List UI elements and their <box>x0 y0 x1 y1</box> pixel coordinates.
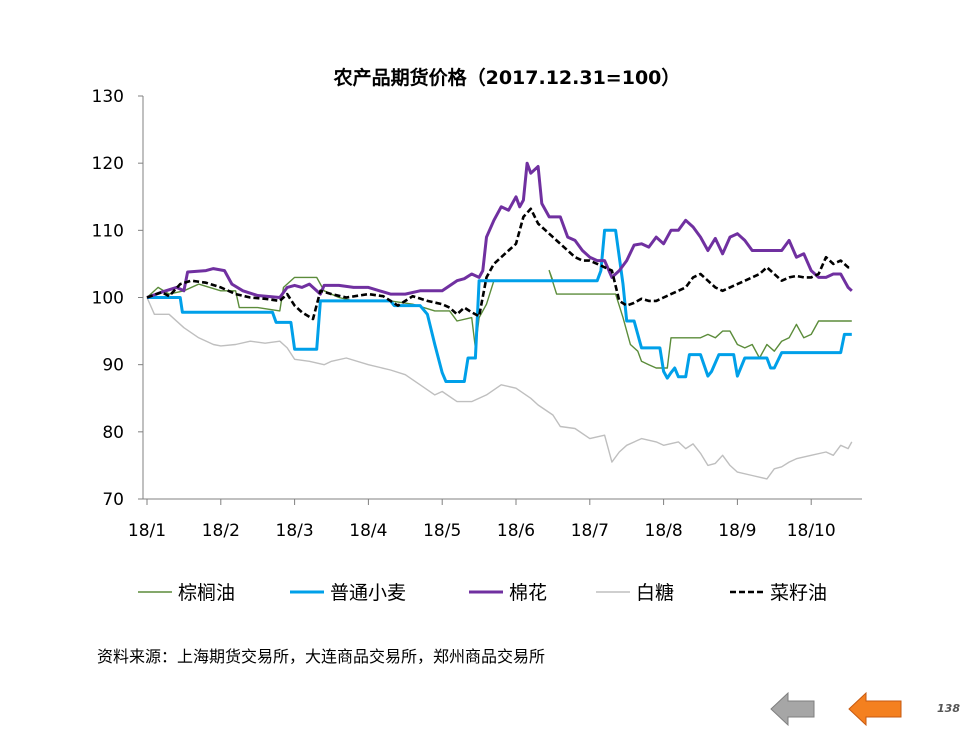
series-line-0 <box>146 269 852 369</box>
source-note: 资料来源：上海期货交易所，大连商品交易所，郑州商品交易所 <box>97 647 545 666</box>
series-line-4 <box>146 207 852 321</box>
chart-title: 农产品期货价格（2017.12.31=100） <box>333 66 681 89</box>
series-line-1 <box>147 228 852 383</box>
y-tick-label: 110 <box>92 221 124 241</box>
x-tick-label: 18/5 <box>423 521 461 541</box>
legend-label-2: 棉花 <box>509 582 547 604</box>
x-tick-label: 18/1 <box>128 521 166 541</box>
x-tick-label: 18/8 <box>645 521 683 541</box>
page-number: 138 <box>937 702 960 715</box>
x-tick-label: 18/7 <box>571 521 609 541</box>
legend-label-1: 普通小麦 <box>330 582 406 604</box>
y-tick-label: 100 <box>92 289 124 309</box>
y-tick-label: 70 <box>102 490 124 510</box>
legend-label-4: 菜籽油 <box>770 582 827 604</box>
y-tick-label: 130 <box>92 87 124 107</box>
legend-label-0: 棕榈油 <box>178 582 235 604</box>
x-tick-label: 18/9 <box>718 521 756 541</box>
x-tick-label: 18/6 <box>497 521 535 541</box>
y-tick-label: 80 <box>102 423 124 443</box>
series-layer <box>146 161 853 480</box>
x-tick-label: 18/2 <box>202 521 240 541</box>
legend-label-3: 白糖 <box>636 582 674 604</box>
x-tick-label: 18/3 <box>276 521 314 541</box>
next-slide-arrow-icon[interactable] <box>848 691 902 727</box>
prev-slide-arrow-icon[interactable] <box>770 691 815 727</box>
y-tick-label: 90 <box>102 356 124 376</box>
legend: 棕榈油 普通小麦 棉花 白糖 菜籽油 <box>138 582 827 604</box>
series-line-3 <box>146 297 853 480</box>
x-tick-label: 18/10 <box>787 521 836 541</box>
x-tick-label: 18/4 <box>349 521 387 541</box>
axes: 70 80 90 100 110 120 130 18/1 18/2 18/3 18/4 18/5 18… <box>92 87 862 541</box>
series-line-2 <box>146 161 853 299</box>
y-tick-label: 120 <box>92 154 124 174</box>
